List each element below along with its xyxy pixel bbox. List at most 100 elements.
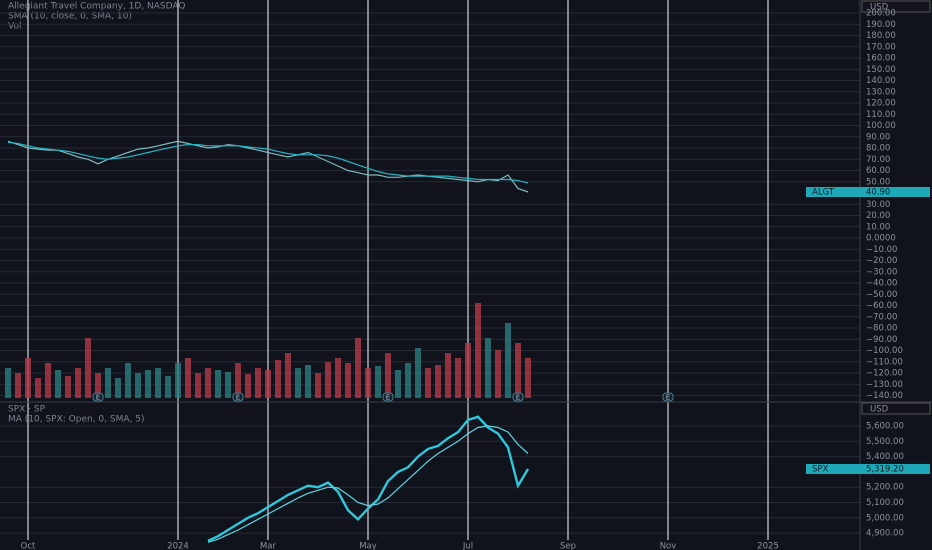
y-tick-label: 140.00 <box>866 76 896 86</box>
volume-bar <box>5 368 11 398</box>
x-tick-label: 2024 <box>167 542 189 550</box>
y-tick-label: 120.00 <box>866 99 896 109</box>
volume-bar <box>435 365 441 398</box>
y-tick-label: −30.00 <box>866 267 897 277</box>
y-tick-label: 50.00 <box>866 177 890 187</box>
volume-bar <box>255 368 261 398</box>
volume-bar <box>365 368 371 398</box>
event-marker <box>232 392 244 402</box>
y-tick-label: 5,600.00 <box>866 422 904 432</box>
volume-bar <box>315 373 321 398</box>
x-tick-label: Mar <box>260 542 277 550</box>
y-tick-label: −20.00 <box>866 256 897 266</box>
series-line <box>207 425 529 543</box>
volume-bar <box>475 303 481 398</box>
volume-bar <box>345 363 351 398</box>
event-label: E <box>236 394 240 402</box>
x-tick-label: Sep <box>560 542 576 550</box>
y-tick-label: −50.00 <box>866 290 897 300</box>
volume-bar <box>455 358 461 398</box>
y-tick-label: 10.00 <box>866 222 890 232</box>
last-price-value: 40.90 <box>866 187 890 197</box>
volume-bar <box>35 378 41 398</box>
y-tick-label: −110.00 <box>866 357 903 367</box>
y-tick-label: 180.00 <box>866 31 896 41</box>
y-tick-label: −40.00 <box>866 279 897 289</box>
volume-bar <box>215 370 221 398</box>
y-tick-label: 130.00 <box>866 87 896 97</box>
x-tick-label: Nov <box>660 542 677 550</box>
chart-title: SPX · SP <box>8 405 46 415</box>
y-tick-label: 70.00 <box>866 155 890 165</box>
chart-title: Allegiant Travel Company, 1D, NASDAQ <box>8 2 186 12</box>
volume-bar <box>235 363 241 398</box>
event-marker <box>382 392 394 402</box>
last-price-symbol: SPX <box>812 464 829 474</box>
volume-bar <box>505 323 511 398</box>
y-tick-label: −130.00 <box>866 380 903 390</box>
volume-bar <box>225 372 231 398</box>
y-tick-label: 20.00 <box>866 211 890 221</box>
volume-bar <box>375 366 381 398</box>
volume-bar <box>465 343 471 398</box>
x-tick-label: Oct <box>21 542 36 550</box>
volume-bar <box>195 373 201 398</box>
series-line <box>7 141 529 184</box>
volume-bar <box>335 358 341 398</box>
volume-bar <box>405 363 411 398</box>
y-tick-label: 170.00 <box>866 42 896 52</box>
volume-bar <box>15 373 21 398</box>
event-label: E <box>386 394 390 402</box>
y-tick-label: 5,400.00 <box>866 452 904 462</box>
volume-bar <box>155 368 161 398</box>
y-tick-label: −140.00 <box>866 391 903 401</box>
indicator-label: MA (10, SPX: Open, 0, SMA, 5) <box>8 415 144 425</box>
last-price-symbol: ALGT <box>812 187 835 197</box>
volume-bar <box>205 368 211 398</box>
y-tick-label: −90.00 <box>866 335 897 345</box>
volume-bar <box>445 353 451 398</box>
volume-bar <box>305 365 311 398</box>
y-tick-label: 5,200.00 <box>866 483 904 493</box>
volume-bar <box>275 360 281 398</box>
y-tick-label: 80.00 <box>866 144 890 154</box>
y-tick-label: 100.00 <box>866 121 896 131</box>
series-line <box>207 415 530 542</box>
volume-label: Vol <box>8 22 21 32</box>
y-tick-label: 5,500.00 <box>866 437 904 447</box>
volume-bar <box>95 373 101 398</box>
volume-bar <box>265 370 271 398</box>
event-label: E <box>96 394 100 402</box>
volume-bar <box>385 353 391 398</box>
volume-bar <box>115 378 121 398</box>
y-tick-label: 190.00 <box>866 20 896 30</box>
volume-bar <box>25 358 31 398</box>
event-label: E <box>666 394 670 402</box>
volume-bar <box>525 358 531 398</box>
volume-bar <box>75 368 81 398</box>
volume-bar <box>325 362 331 398</box>
x-tick-label: 2025 <box>757 542 779 550</box>
currency: USD <box>870 405 889 415</box>
y-tick-label: 200.00 <box>866 9 896 19</box>
y-tick-label: 5,100.00 <box>866 498 904 508</box>
volume-bar <box>85 338 91 398</box>
indicator-label: SMA (10, close, 0, SMA, 10) <box>8 12 132 22</box>
volume-bar <box>135 373 141 398</box>
price-axis <box>860 0 932 550</box>
volume-bar <box>105 368 111 398</box>
volume-bar <box>55 370 61 398</box>
volume-bar <box>285 353 291 398</box>
volume-bar <box>125 363 131 398</box>
volume-bar <box>485 338 491 398</box>
y-tick-label: 160.00 <box>866 54 896 64</box>
volume-bar <box>295 368 301 398</box>
y-tick-label: −60.00 <box>866 301 897 311</box>
y-tick-label: 150.00 <box>866 65 896 75</box>
y-tick-label: 5,000.00 <box>866 513 904 523</box>
volume-bar <box>45 363 51 398</box>
volume-bar <box>165 376 171 398</box>
last-price-box <box>806 186 930 197</box>
y-tick-label: 110.00 <box>866 110 896 120</box>
